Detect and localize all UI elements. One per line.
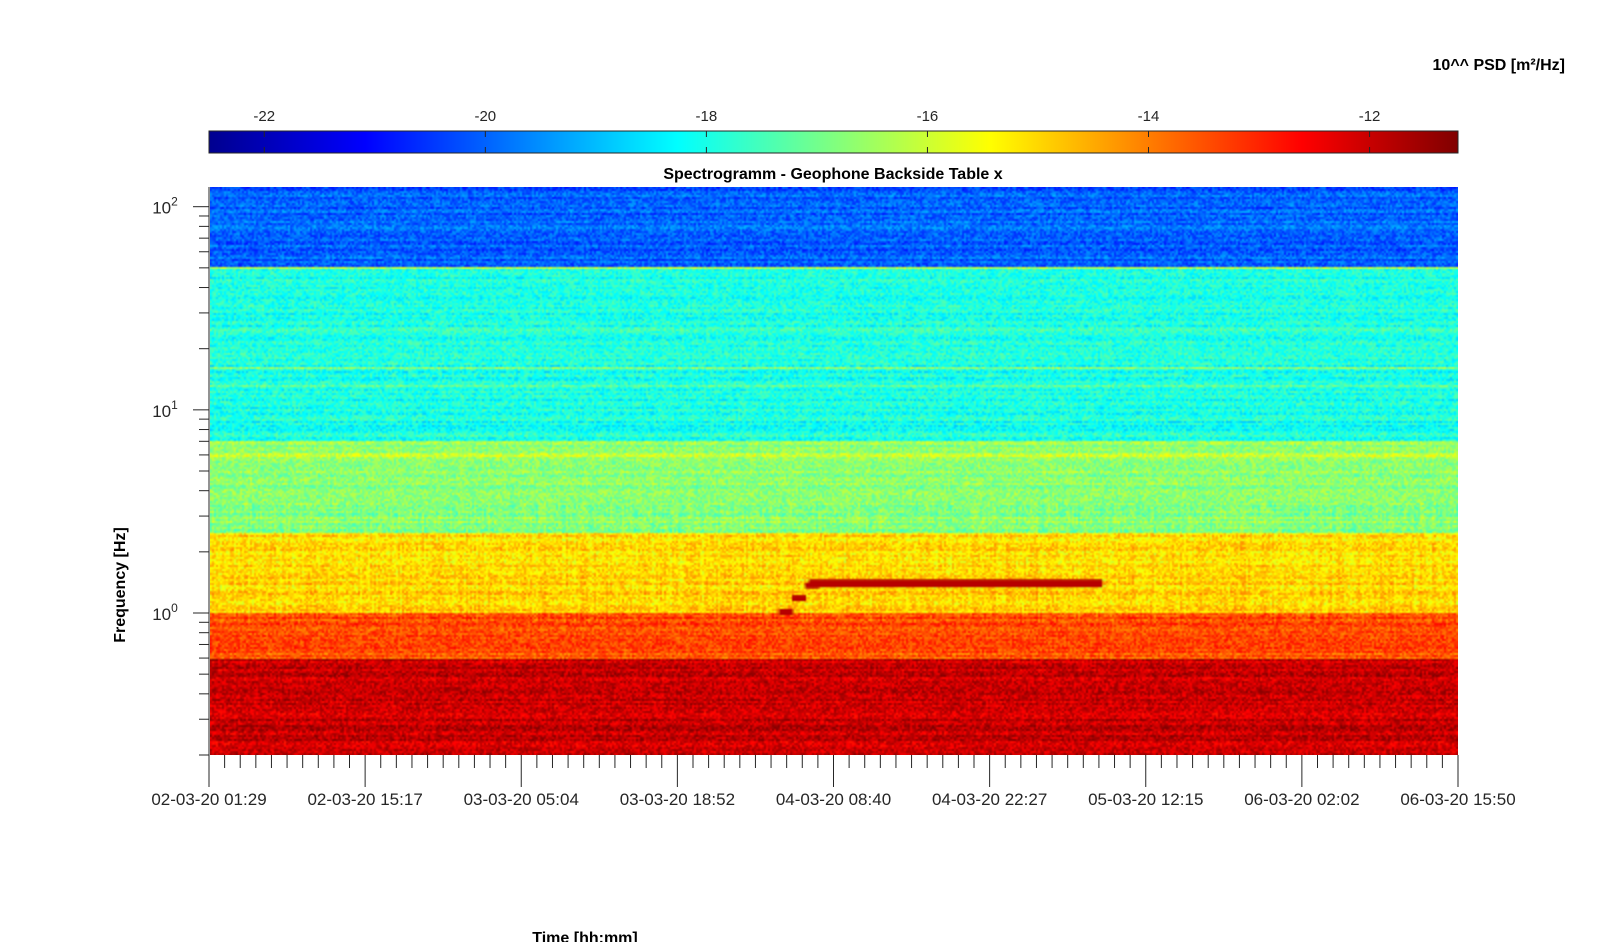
colorbar-tick-label: -20 xyxy=(474,108,496,125)
x-tick-label: 03-03-20 05:04 xyxy=(464,790,579,809)
colorbar-label: 10^^ PSD [m²/Hz] xyxy=(1433,57,1565,74)
colorbar-tick-label: -12 xyxy=(1359,108,1381,125)
x-tick-label: 04-03-20 22:27 xyxy=(932,790,1047,809)
colorbar-tick-label: -22 xyxy=(253,108,275,125)
colorbar-tick-label: -14 xyxy=(1138,108,1160,125)
x-tick-label: 06-03-20 02:02 xyxy=(1244,790,1359,809)
x-axis: 02-03-20 01:29 02-03-20 15:17 03-03-20 05:… xyxy=(151,755,1516,809)
x-tick-label: 03-03-20 18:52 xyxy=(620,790,735,809)
colorbar-tick-label: -16 xyxy=(917,108,939,125)
x-tick-label: 06-03-20 15:50 xyxy=(1400,790,1515,809)
x-tick-label: 05-03-20 12:15 xyxy=(1088,790,1203,809)
y-axis: 100 101 102 xyxy=(152,187,210,756)
colorbar-tick-label: -18 xyxy=(696,108,718,125)
y-axis-label: Frequency [Hz] xyxy=(112,527,129,643)
chart-title: Spectrogramm - Geophone Backside Table x xyxy=(663,166,1002,183)
y-tick-label: 101 xyxy=(152,398,178,421)
x-tick-label: 04-03-20 08:40 xyxy=(776,790,891,809)
y-tick-label: 102 xyxy=(152,195,178,218)
y-tick-label: 100 xyxy=(152,601,178,624)
x-tick-label: 02-03-20 01:29 xyxy=(151,790,266,809)
colorbar-ticks: -22 -20 -18 -16 -14 -12 xyxy=(253,108,1380,153)
x-axis-label: Time [hh:mm] xyxy=(532,930,637,942)
spectrogram-image xyxy=(210,187,1458,755)
colorbar xyxy=(208,130,1459,154)
x-tick-label: 02-03-20 15:17 xyxy=(307,790,422,809)
